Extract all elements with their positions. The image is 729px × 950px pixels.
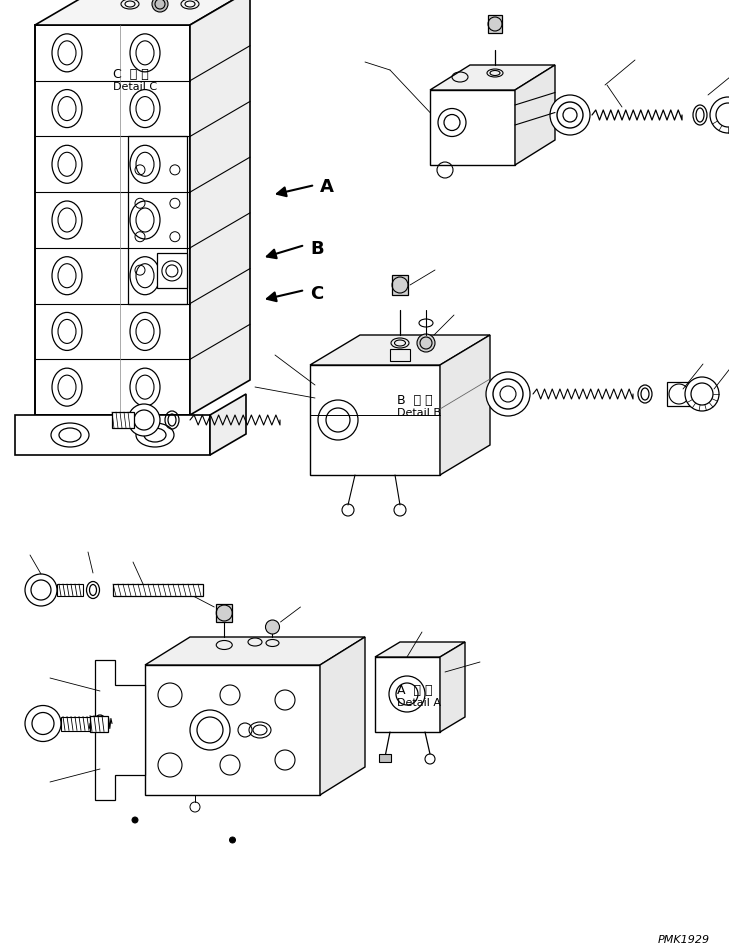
Text: Detail B: Detail B: [397, 408, 441, 418]
Text: B  詳 細: B 詳 細: [397, 394, 433, 408]
Circle shape: [265, 620, 279, 634]
Polygon shape: [15, 415, 210, 455]
Circle shape: [132, 817, 138, 823]
Ellipse shape: [52, 89, 82, 127]
Ellipse shape: [58, 319, 76, 344]
Ellipse shape: [58, 152, 76, 177]
Ellipse shape: [136, 375, 154, 399]
Circle shape: [685, 377, 719, 411]
Circle shape: [550, 95, 590, 135]
Text: A: A: [320, 178, 334, 196]
Bar: [112, 412, 134, 428]
Text: C  詳 細: C 詳 細: [113, 68, 149, 82]
Ellipse shape: [136, 97, 154, 121]
Bar: [390, 349, 410, 361]
Text: B: B: [310, 240, 324, 258]
Bar: [90, 715, 108, 732]
Ellipse shape: [130, 256, 160, 294]
Ellipse shape: [136, 152, 154, 177]
Ellipse shape: [58, 375, 76, 399]
Circle shape: [25, 706, 61, 742]
Polygon shape: [430, 65, 555, 90]
Text: C: C: [310, 285, 323, 303]
Ellipse shape: [52, 256, 82, 294]
Text: PMK1929: PMK1929: [658, 935, 710, 945]
Ellipse shape: [58, 264, 76, 288]
Circle shape: [318, 400, 358, 440]
Polygon shape: [210, 394, 246, 455]
Polygon shape: [310, 365, 440, 475]
Polygon shape: [145, 665, 320, 795]
Ellipse shape: [130, 34, 160, 72]
Ellipse shape: [51, 423, 89, 447]
Circle shape: [486, 372, 530, 416]
Ellipse shape: [130, 89, 160, 127]
Polygon shape: [440, 642, 465, 732]
Circle shape: [417, 334, 435, 352]
Polygon shape: [145, 637, 365, 665]
Ellipse shape: [130, 145, 160, 183]
Bar: [488, 15, 502, 33]
Text: Detail A: Detail A: [397, 698, 441, 708]
Text: Detail C: Detail C: [113, 83, 157, 92]
Text: A  詳 細: A 詳 細: [397, 684, 433, 697]
Ellipse shape: [136, 319, 154, 344]
Ellipse shape: [52, 369, 82, 407]
Bar: [157, 254, 187, 289]
Bar: [61, 716, 91, 731]
Circle shape: [438, 108, 466, 137]
Polygon shape: [320, 637, 365, 795]
Polygon shape: [190, 0, 250, 415]
Circle shape: [25, 574, 57, 606]
Bar: [113, 584, 203, 596]
Polygon shape: [515, 65, 555, 165]
Circle shape: [152, 0, 168, 12]
Ellipse shape: [130, 313, 160, 351]
Bar: [667, 382, 692, 406]
Ellipse shape: [130, 201, 160, 239]
Polygon shape: [430, 90, 515, 165]
Circle shape: [230, 837, 235, 843]
Ellipse shape: [52, 145, 82, 183]
Polygon shape: [95, 660, 145, 800]
Polygon shape: [375, 642, 465, 657]
Circle shape: [389, 676, 425, 712]
Bar: [57, 584, 83, 596]
Circle shape: [190, 710, 230, 750]
Ellipse shape: [136, 423, 174, 447]
Polygon shape: [310, 335, 490, 365]
Bar: [392, 275, 408, 295]
Bar: [379, 754, 391, 762]
Bar: [217, 604, 233, 622]
Polygon shape: [375, 657, 440, 732]
Ellipse shape: [136, 264, 154, 288]
Ellipse shape: [136, 208, 154, 232]
Polygon shape: [440, 335, 490, 475]
Ellipse shape: [58, 208, 76, 232]
Polygon shape: [35, 0, 250, 25]
Ellipse shape: [52, 313, 82, 351]
Circle shape: [128, 404, 160, 436]
Ellipse shape: [52, 34, 82, 72]
Ellipse shape: [136, 41, 154, 65]
Ellipse shape: [58, 41, 76, 65]
Ellipse shape: [58, 97, 76, 121]
Ellipse shape: [52, 201, 82, 239]
Polygon shape: [35, 25, 190, 415]
Circle shape: [710, 97, 729, 133]
Ellipse shape: [130, 369, 160, 407]
